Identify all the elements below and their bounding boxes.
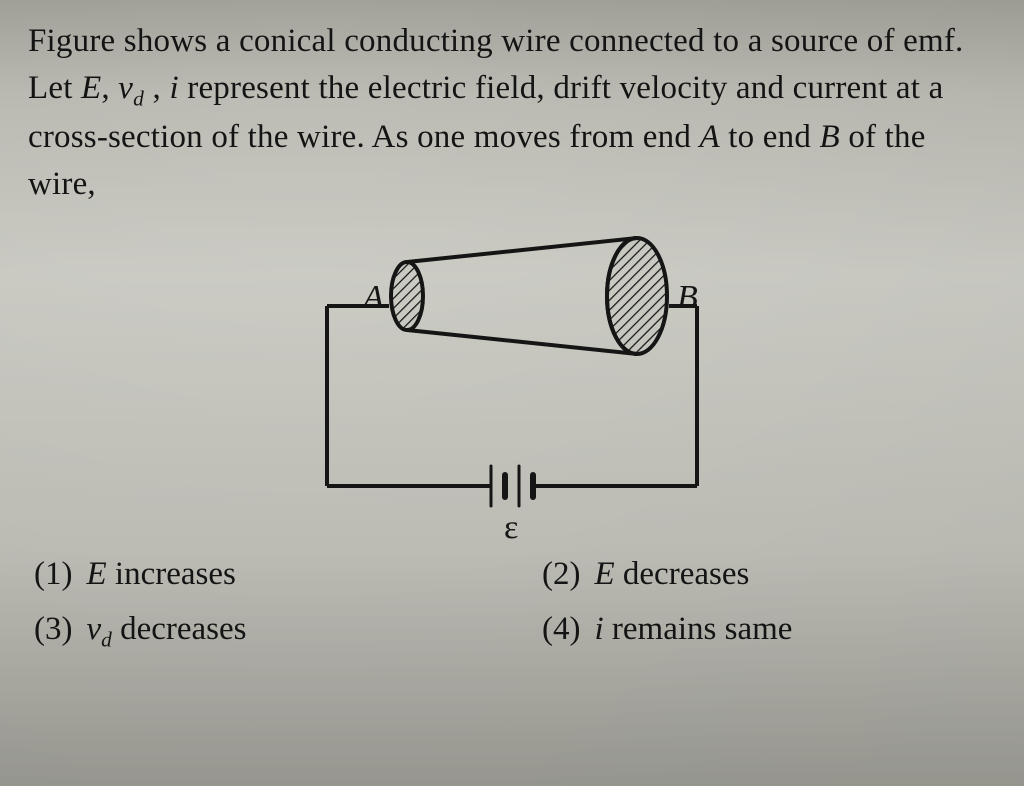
option-text: E decreases: [594, 556, 749, 593]
option-text: E increases: [86, 556, 235, 593]
option-2[interactable]: (2) E decreases: [542, 556, 990, 593]
options-grid: (1) E increases (2) E decreases (3) vd decrea…: [28, 556, 996, 653]
option-number: (4): [542, 611, 580, 648]
circuit-diagram: A Bε: [277, 216, 747, 546]
option-3[interactable]: (3) vd decreases: [34, 611, 482, 653]
svg-text:ε: ε: [504, 509, 518, 546]
option-number: (2): [542, 556, 580, 593]
option-number: (3): [34, 611, 72, 648]
question-text: Figure shows a conical conducting wire c…: [28, 18, 996, 208]
option-4[interactable]: (4) i remains same: [542, 611, 990, 653]
option-number: (1): [34, 556, 72, 593]
option-1[interactable]: (1) E increases: [34, 556, 482, 593]
page-root: Figure shows a conical conducting wire c…: [0, 0, 1024, 786]
option-text: vd decreases: [86, 611, 246, 653]
figure-container: A Bε: [28, 216, 996, 546]
svg-text:A: A: [361, 279, 384, 316]
svg-text:B: B: [677, 279, 698, 316]
option-text: i remains same: [594, 611, 792, 648]
